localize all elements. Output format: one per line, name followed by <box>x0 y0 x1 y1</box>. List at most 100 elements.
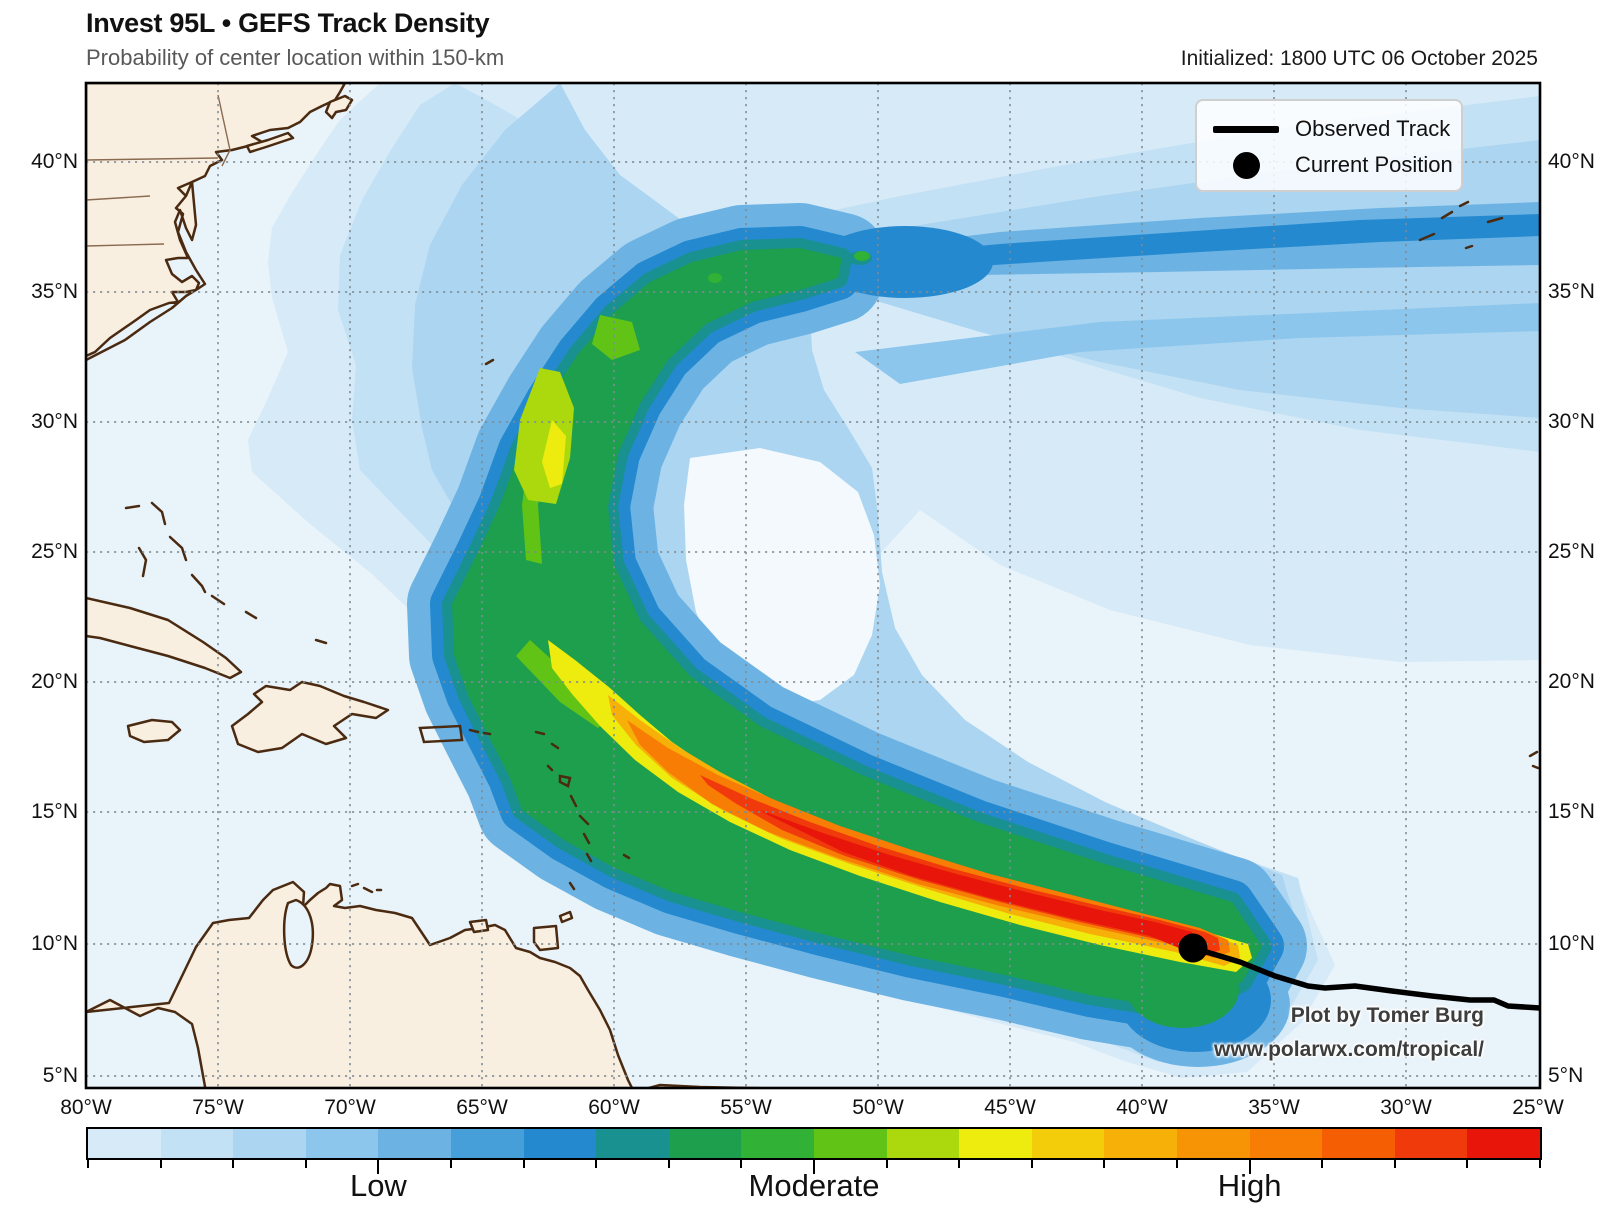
island-azores-4 <box>1486 216 1504 224</box>
island-inagua <box>244 610 258 620</box>
map-frame <box>84 81 1542 1090</box>
colorbar-label-high: High <box>1217 1168 1282 1203</box>
island-antigua <box>550 742 560 750</box>
island-anguilla <box>534 730 546 736</box>
island-andros <box>137 546 148 578</box>
legend-observed-track-label: Observed Track <box>1295 116 1451 141</box>
colorbar-tick <box>450 1160 452 1168</box>
colorbar-label-moderate: Moderate <box>748 1168 880 1203</box>
density-streak-c4 <box>855 303 1540 384</box>
attribution-name: Plot by Tomer Burg <box>1290 1004 1484 1027</box>
colorbar-tick <box>304 1160 307 1168</box>
island-barbados <box>622 853 631 860</box>
island-abaco <box>150 501 167 526</box>
colorbar-segment-10 <box>741 1129 814 1158</box>
island-azores-3 <box>1458 200 1470 208</box>
colorbar-tick <box>813 1160 815 1174</box>
position-dot-swatch-wrap <box>1213 151 1279 179</box>
current-position-dot <box>1178 933 1208 963</box>
island-grenada <box>568 881 576 891</box>
position-dot-swatch <box>1232 151 1260 179</box>
colorbar-tick <box>377 1160 380 1174</box>
lat-label-right-25°N: 25°N <box>1548 540 1595 563</box>
density-yellow-streak <box>542 420 566 488</box>
lon-label-70°W: 70°W <box>324 1096 376 1119</box>
colorbar-tick <box>595 1160 598 1168</box>
land-margarita <box>468 918 490 934</box>
lat-label-left-40°N: 40°N <box>31 150 78 173</box>
land-jamaica <box>126 718 182 744</box>
density-deeporange-core <box>627 720 1230 958</box>
density-deepred-core <box>760 810 1196 950</box>
land-trinidad <box>532 924 560 952</box>
island-virgin-is <box>468 728 492 736</box>
page-subtitle: Probability of center location within 15… <box>86 45 505 70</box>
attribution-url: www.polarwx.com/tropical/ <box>1214 1038 1484 1061</box>
land-us-east-coast <box>86 83 347 362</box>
lon-label-65°W: 65°W <box>456 1096 508 1119</box>
land-lake-maracaibo <box>282 898 314 969</box>
lon-label-45°W: 45°W <box>984 1096 1036 1119</box>
small-islands <box>124 200 1540 894</box>
density-corridor-c7 <box>850 214 1540 276</box>
colorbar-tick <box>1176 1160 1178 1168</box>
island-azores-1 <box>1418 232 1436 242</box>
lat-label-left-15°N: 15°N <box>31 800 78 823</box>
island-puerto-rico <box>418 724 464 744</box>
lat-label-right-15°N: 15°N <box>1548 800 1595 823</box>
colorbar-segment-15 <box>1104 1129 1177 1158</box>
lon-label-40°W: 40°W <box>1116 1096 1168 1119</box>
land-hispaniola <box>230 680 390 754</box>
colorbar-segment-18 <box>1322 1129 1395 1158</box>
lat-label-left-30°N: 30°N <box>31 410 78 433</box>
colorbar-segment-4 <box>305 1129 379 1158</box>
colorbar-segment-9 <box>668 1129 742 1158</box>
map-area <box>86 83 1540 1088</box>
colorbar-tick <box>1103 1160 1106 1168</box>
island-st-vincent <box>585 852 593 863</box>
colorbar-segment-14 <box>1031 1129 1105 1158</box>
lat-label-right-5°N: 5°N <box>1548 1064 1584 1087</box>
init-time-label: Initialized: 1800 UTC 06 October 2025 <box>1180 47 1538 70</box>
island-eleuthera <box>168 535 188 562</box>
island-long-island-bah <box>190 573 207 594</box>
colorbar-segment-20 <box>1467 1129 1540 1158</box>
colorbar-tick <box>87 1160 89 1168</box>
colorbar-tick <box>159 1160 162 1168</box>
colorbar-tick <box>1321 1160 1324 1168</box>
colorbar-tick <box>1030 1160 1033 1168</box>
track-line-swatch <box>1213 125 1279 133</box>
observed-track-line <box>1190 945 1540 1011</box>
colorbar-segment-1 <box>88 1129 161 1158</box>
island-martinique <box>578 814 590 826</box>
lat-label-right-10°N: 10°N <box>1548 932 1595 955</box>
landmasses <box>86 83 816 1088</box>
island-montserrat <box>546 764 554 772</box>
page-title: Invest 95L • GEFS Track Density <box>86 8 490 38</box>
density-bulge-green <box>1127 952 1239 1028</box>
lon-label-30°W: 30°W <box>1380 1096 1432 1119</box>
colorbar <box>86 1127 1542 1160</box>
colorbar-segment-12 <box>886 1129 960 1158</box>
lon-label-80°W: 80°W <box>60 1096 112 1119</box>
lon-label-35°W: 35°W <box>1248 1096 1300 1119</box>
lat-label-right-30°N: 30°N <box>1548 410 1595 433</box>
colorbar-tick <box>1539 1160 1541 1168</box>
land-cuba <box>86 596 243 680</box>
colorbar-label-low: Low <box>349 1168 407 1203</box>
colorbar-tick <box>885 1160 888 1168</box>
lat-label-left-35°N: 35°N <box>31 280 78 303</box>
lat-label-right-40°N: 40°N <box>1548 150 1595 173</box>
lat-label-left-20°N: 20°N <box>31 670 78 693</box>
land-tobago <box>558 910 574 924</box>
density-green-spot-2 <box>854 251 870 261</box>
colorbar-segment-19 <box>1394 1129 1468 1158</box>
colorbar-segment-7 <box>523 1129 597 1158</box>
colorbar-segment-11 <box>813 1129 887 1158</box>
lat-label-right-20°N: 20°N <box>1548 670 1595 693</box>
island-grand-bahama <box>124 504 141 510</box>
lon-label-25°W: 25°W <box>1512 1096 1564 1119</box>
state-borders <box>86 94 231 247</box>
island-azores-5 <box>1464 244 1474 250</box>
